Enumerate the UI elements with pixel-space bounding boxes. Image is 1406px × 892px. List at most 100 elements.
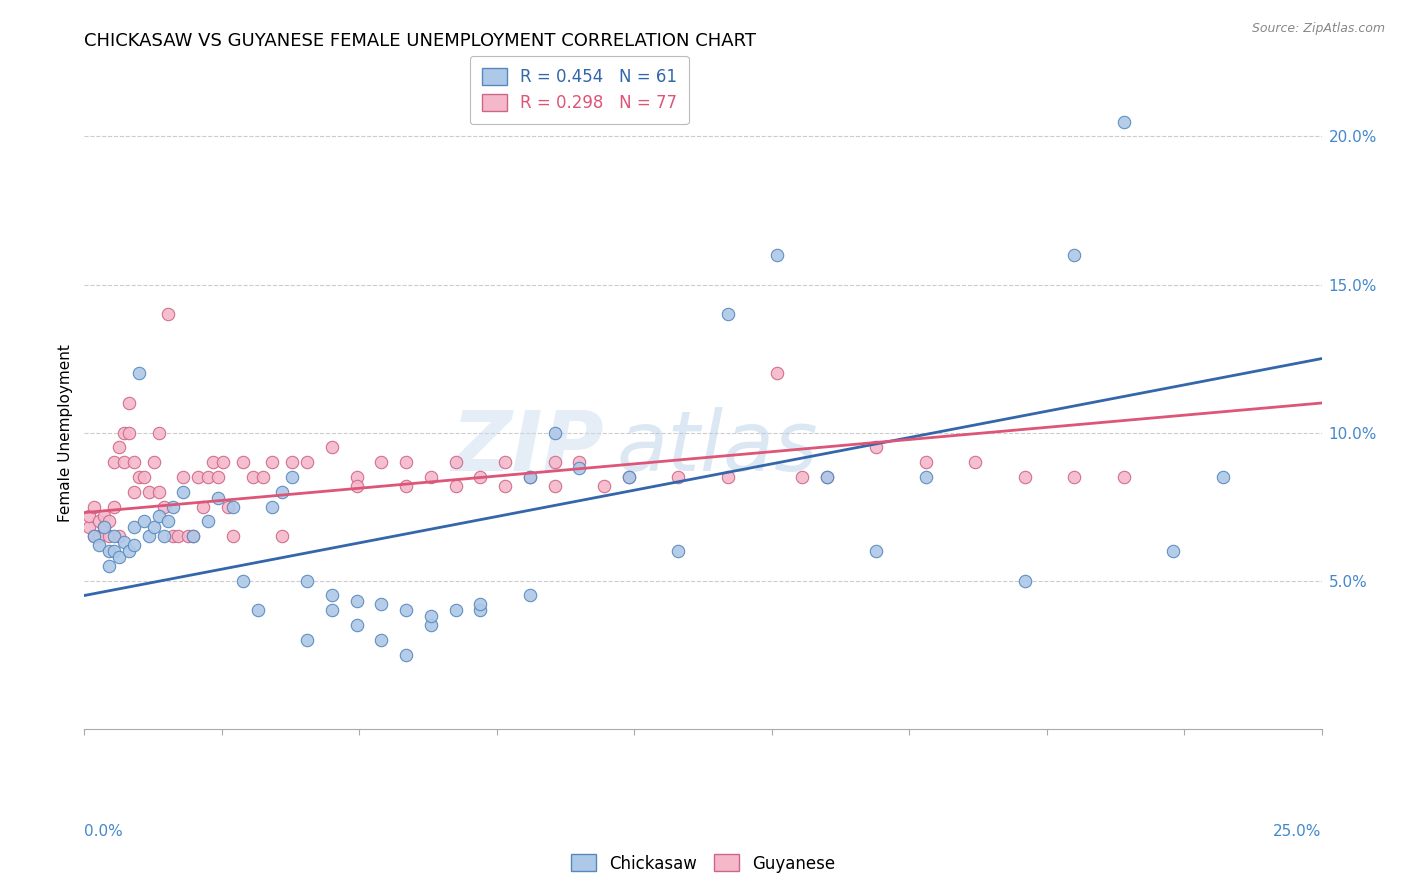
Point xyxy=(138,529,160,543)
Point xyxy=(419,470,441,484)
Point xyxy=(593,479,616,493)
Point xyxy=(122,455,145,469)
Point xyxy=(181,529,204,543)
Point xyxy=(395,603,418,617)
Point xyxy=(98,544,121,558)
Point xyxy=(197,515,219,529)
Point xyxy=(83,529,105,543)
Point xyxy=(1014,470,1036,484)
Point xyxy=(162,500,184,514)
Point xyxy=(162,529,184,543)
Point xyxy=(346,594,368,608)
Text: Source: ZipAtlas.com: Source: ZipAtlas.com xyxy=(1251,22,1385,36)
Point xyxy=(543,479,565,493)
Point xyxy=(568,461,591,475)
Point xyxy=(519,470,541,484)
Text: CHICKASAW VS GUYANESE FEMALE UNEMPLOYMENT CORRELATION CHART: CHICKASAW VS GUYANESE FEMALE UNEMPLOYMEN… xyxy=(84,32,756,50)
Point xyxy=(370,598,392,612)
Point xyxy=(666,544,689,558)
Point xyxy=(321,603,343,617)
Point xyxy=(128,367,150,381)
Legend: R = 0.454   N = 61, R = 0.298   N = 77: R = 0.454 N = 61, R = 0.298 N = 77 xyxy=(470,56,689,124)
Point xyxy=(103,500,125,514)
Point xyxy=(132,515,155,529)
Point xyxy=(79,520,101,534)
Text: 25.0%: 25.0% xyxy=(1274,823,1322,838)
Point xyxy=(197,470,219,484)
Point xyxy=(395,455,418,469)
Point xyxy=(132,470,155,484)
Point xyxy=(281,455,304,469)
Point xyxy=(617,470,640,484)
Point xyxy=(766,367,789,381)
Point xyxy=(617,470,640,484)
Point xyxy=(167,529,190,543)
Point xyxy=(419,618,441,632)
Point xyxy=(519,589,541,603)
Point xyxy=(295,632,318,647)
Point xyxy=(1063,248,1085,262)
Point xyxy=(112,425,135,440)
Point xyxy=(207,491,229,505)
Point xyxy=(93,508,115,523)
Point xyxy=(346,618,368,632)
Point xyxy=(103,544,125,558)
Point xyxy=(865,441,887,455)
Point xyxy=(142,520,165,534)
Text: 0.0%: 0.0% xyxy=(84,823,124,838)
Point xyxy=(271,529,294,543)
Point xyxy=(790,470,813,484)
Point xyxy=(118,544,141,558)
Text: atlas: atlas xyxy=(616,407,818,488)
Point xyxy=(346,470,368,484)
Point xyxy=(222,500,245,514)
Point xyxy=(914,470,936,484)
Point xyxy=(717,307,740,321)
Point xyxy=(346,479,368,493)
Point xyxy=(112,455,135,469)
Point xyxy=(444,479,467,493)
Point xyxy=(419,609,441,624)
Point xyxy=(98,558,121,573)
Point xyxy=(444,455,467,469)
Point xyxy=(138,484,160,499)
Point xyxy=(914,455,936,469)
Point xyxy=(108,529,131,543)
Point xyxy=(1112,114,1135,128)
Point xyxy=(112,535,135,549)
Point xyxy=(217,500,239,514)
Point xyxy=(865,544,887,558)
Point xyxy=(122,538,145,552)
Point xyxy=(232,455,254,469)
Point xyxy=(395,479,418,493)
Point xyxy=(717,470,740,484)
Point xyxy=(321,589,343,603)
Point xyxy=(965,455,987,469)
Point xyxy=(246,603,269,617)
Point xyxy=(1212,470,1234,484)
Point xyxy=(152,529,174,543)
Point xyxy=(122,520,145,534)
Point xyxy=(142,455,165,469)
Point xyxy=(1161,544,1184,558)
Point xyxy=(177,529,200,543)
Point xyxy=(222,529,245,543)
Point xyxy=(242,470,264,484)
Point xyxy=(262,500,284,514)
Point xyxy=(83,500,105,514)
Point xyxy=(1112,470,1135,484)
Point xyxy=(271,484,294,499)
Point xyxy=(470,603,492,617)
Point xyxy=(108,441,131,455)
Point xyxy=(172,484,194,499)
Point xyxy=(252,470,274,484)
Point xyxy=(89,538,111,552)
Point xyxy=(370,632,392,647)
Point xyxy=(262,455,284,469)
Text: ZIP: ZIP xyxy=(451,407,605,488)
Point xyxy=(295,455,318,469)
Point xyxy=(395,648,418,662)
Point xyxy=(103,529,125,543)
Point xyxy=(118,425,141,440)
Point xyxy=(93,520,115,534)
